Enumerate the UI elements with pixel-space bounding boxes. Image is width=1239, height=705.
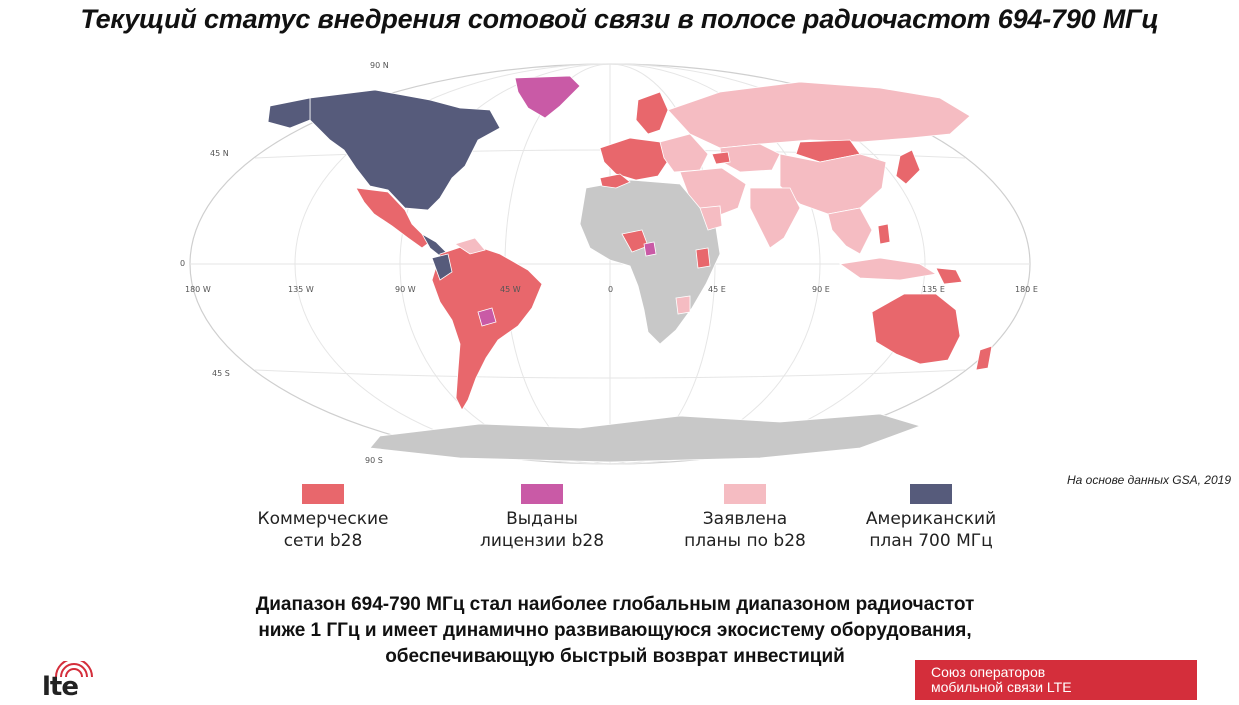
association-badge: Союз операторов мобильной связи LTE — [915, 660, 1197, 700]
coord-lon-0: 0 — [608, 285, 613, 294]
region-western-europe — [599, 137, 671, 181]
region-scandinavia — [635, 91, 669, 135]
badge-line-2: мобильной связи LTE — [931, 679, 1072, 695]
coord-lat-90s: 90 S — [365, 456, 383, 465]
region-paraguay — [477, 307, 497, 327]
coord-lat-0: 0 — [180, 259, 185, 268]
legend-label-licensed: Выданы лицензии b28 — [479, 509, 605, 551]
legend-item-planned: Заявлена планы по b28 — [650, 484, 840, 552]
legend-label-planned: Заявлена планы по b28 — [684, 509, 806, 551]
logo-text: lte — [42, 672, 79, 702]
coord-lat-90n: 90 N — [370, 61, 389, 70]
region-alaska — [267, 97, 311, 129]
region-kenya — [695, 247, 711, 269]
world-map-svg: 90 N 45 N 0 45 S 90 S 180 W 135 W 90 W 4… — [180, 61, 1038, 465]
region-indonesia — [838, 257, 938, 281]
region-andes — [431, 253, 453, 281]
region-north-america — [309, 89, 501, 211]
badge-line-1: Союз операторов — [931, 664, 1046, 680]
coord-lon-135e: 135 E — [922, 285, 945, 294]
legend-label-commercial: Коммерческие сети b28 — [257, 509, 389, 551]
page-title: Текущий статус внедрения сотовой связи в… — [80, 4, 1159, 34]
legend-swatch-commercial — [302, 484, 344, 504]
lte-logo: lte — [42, 661, 112, 702]
region-venezuela — [454, 237, 486, 255]
legend-item-americas-700: Американский план 700 МГц — [836, 484, 1026, 552]
coord-lon-45w: 45 W — [500, 285, 521, 294]
region-east-africa — [699, 205, 723, 231]
region-greenland — [514, 75, 581, 119]
region-png — [935, 267, 963, 285]
source-note: На основе данных GSA, 2019 — [1066, 473, 1231, 487]
region-new-zealand — [975, 345, 993, 371]
legend-label-americas-700: Американский план 700 МГц — [865, 509, 997, 551]
summary-line-1: Диапазон 694-790 МГц стал наиболее глоба… — [255, 594, 975, 615]
region-australia — [871, 293, 961, 365]
region-southeast-asia — [827, 207, 873, 255]
world-map: 90 N 45 N 0 45 S 90 S 180 W 135 W 90 W 4… — [160, 58, 1060, 470]
summary-text: Диапазон 694-790 МГц стал наиболее глоба… — [60, 592, 1170, 670]
coord-lat-45n: 45 N — [210, 149, 229, 158]
signal-waves-icon — [55, 661, 93, 678]
summary-line-2: ниже 1 ГГц и имеет динамично развивающую… — [258, 620, 972, 641]
coord-lon-180w: 180 W — [185, 285, 211, 294]
region-north-africa — [599, 173, 631, 189]
coord-lon-90w: 90 W — [395, 285, 416, 294]
region-india — [749, 187, 801, 249]
coord-lon-45e: 45 E — [708, 285, 726, 294]
region-antarctica — [369, 413, 922, 463]
region-central-africa — [643, 241, 657, 257]
coord-lat-45s: 45 S — [212, 369, 230, 378]
region-mexico — [355, 187, 431, 249]
coord-lon-135w: 135 W — [288, 285, 314, 294]
coord-lon-180e: 180 E — [1015, 285, 1038, 294]
region-southern-africa — [675, 295, 691, 315]
legend-swatch-americas-700 — [910, 484, 952, 504]
region-south-america — [431, 243, 543, 411]
legend-item-commercial: Коммерческие сети b28 — [228, 484, 418, 552]
region-japan-korea — [895, 149, 921, 185]
region-philippines — [877, 223, 891, 245]
summary-line-3: обеспечивающую быстрый возврат инвестици… — [385, 646, 845, 667]
coord-lon-90e: 90 E — [812, 285, 830, 294]
region-caucasus — [711, 151, 731, 165]
legend-item-licensed: Выданы лицензии b28 — [447, 484, 637, 552]
legend-swatch-planned — [724, 484, 766, 504]
legend-swatch-licensed — [521, 484, 563, 504]
